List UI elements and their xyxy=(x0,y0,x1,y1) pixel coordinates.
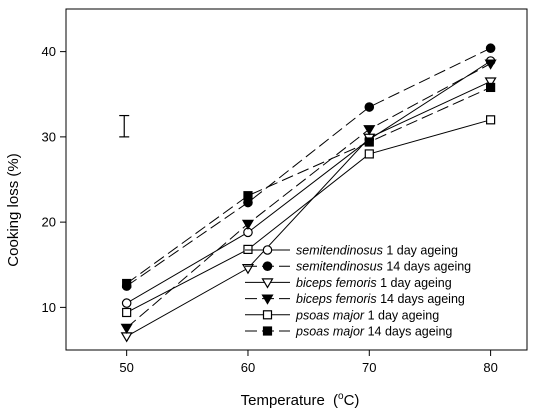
legend-label-species: psoas major xyxy=(295,308,365,322)
y-tick-label: 20 xyxy=(42,215,56,230)
data-point-square xyxy=(486,82,496,93)
x-axis-title: Temperature (oC) xyxy=(241,391,360,409)
legend-label-ageing: 1 day ageing xyxy=(377,276,452,290)
legend-label: biceps femoris 1 day ageing xyxy=(296,276,452,290)
series-6 xyxy=(122,82,496,289)
data-point-triangle xyxy=(120,332,133,343)
legend-label-ageing: 1 day ageing xyxy=(383,244,458,258)
data-point-circle xyxy=(364,102,375,112)
axes-layer: 50 60 70 80 10 20 30 40 xyxy=(42,44,498,375)
legend-label-ageing: 1 day ageing xyxy=(364,308,439,322)
y-tick-label: 10 xyxy=(42,300,56,315)
legend-entry-5: psoas major 1 day ageing xyxy=(245,308,439,322)
y-axis-title: Cooking loss (%) xyxy=(5,153,22,266)
legend-entry-3: biceps femoris 1 day ageing xyxy=(245,276,452,290)
legend-entry-2: semitendinosus 14 days ageing xyxy=(245,260,471,274)
x-tick-label: 70 xyxy=(362,360,376,375)
plot-area-border xyxy=(65,8,528,351)
legend-label-species: biceps femoris xyxy=(296,276,377,290)
data-point-square xyxy=(364,149,374,159)
legend-label: biceps femoris 14 days ageing xyxy=(296,292,465,306)
legend-label-ageing: 14 days ageing xyxy=(364,325,452,339)
data-point-square xyxy=(243,191,253,201)
data-point-square xyxy=(122,307,132,318)
y-tick-label: 30 xyxy=(42,129,56,144)
x-tick-label: 60 xyxy=(241,360,255,375)
data-point-triangle xyxy=(261,278,274,289)
series-line xyxy=(126,63,491,329)
data-point-triangle xyxy=(484,77,497,88)
y-tick-label: 40 xyxy=(42,44,56,59)
legend-entry-6: psoas major 14 days ageing xyxy=(245,325,452,339)
plot-frame xyxy=(65,8,528,351)
legend-entry-1: semitendinosus 1 day ageing xyxy=(245,244,458,258)
x-axis-title-unit-suffix: C) xyxy=(344,392,360,409)
data-point-triangle xyxy=(484,59,497,70)
legend-label: psoas major 1 day ageing xyxy=(295,308,439,322)
data-point-triangle xyxy=(241,219,255,231)
series-line xyxy=(126,119,491,313)
legend-label: psoas major 14 days ageing xyxy=(295,325,452,339)
x-axis-title-unit-sup: o xyxy=(338,391,344,402)
data-point-square xyxy=(262,326,273,336)
legend-label-ageing: 14 days ageing xyxy=(383,260,471,274)
series-5 xyxy=(122,115,496,318)
data-point-square xyxy=(122,278,132,289)
series-line xyxy=(126,60,491,304)
series-line xyxy=(126,86,491,284)
data-point-triangle xyxy=(241,264,255,275)
x-tick-label: 80 xyxy=(483,360,497,375)
data-point-circle xyxy=(121,298,132,308)
data-point-triangle xyxy=(120,323,133,335)
legend: semitendinosus 1 day ageingsemitendinosu… xyxy=(245,244,471,339)
data-point-circle xyxy=(262,261,273,271)
x-axis-title-unit-prefix: ( xyxy=(333,392,338,409)
legend-label-species: biceps femoris xyxy=(296,292,377,306)
data-point-triangle xyxy=(363,125,376,136)
data-point-square xyxy=(364,137,374,147)
x-axis-title-main: Temperature xyxy=(241,392,325,409)
series-line xyxy=(126,81,491,337)
legend-label-species: semitendinosus xyxy=(296,260,383,274)
x-tick-label: 50 xyxy=(119,360,133,375)
series-4 xyxy=(120,59,497,335)
series-layer xyxy=(120,43,497,343)
legend-label-species: psoas major xyxy=(295,325,365,339)
series-line xyxy=(126,47,491,287)
data-point-circle xyxy=(485,43,496,54)
data-point-square xyxy=(262,310,273,320)
legend-label-ageing: 14 days ageing xyxy=(377,292,465,306)
data-point-circle xyxy=(262,245,273,255)
error-bar xyxy=(119,114,130,138)
legend-label: semitendinosus 1 day ageing xyxy=(296,244,458,258)
legend-entry-4: biceps femoris 14 days ageing xyxy=(245,292,465,306)
legend-label-species: semitendinosus xyxy=(296,244,383,258)
data-point-triangle xyxy=(261,294,274,305)
data-point-square xyxy=(243,244,253,255)
legend-label: semitendinosus 14 days ageing xyxy=(296,260,471,274)
data-point-square xyxy=(486,115,496,125)
